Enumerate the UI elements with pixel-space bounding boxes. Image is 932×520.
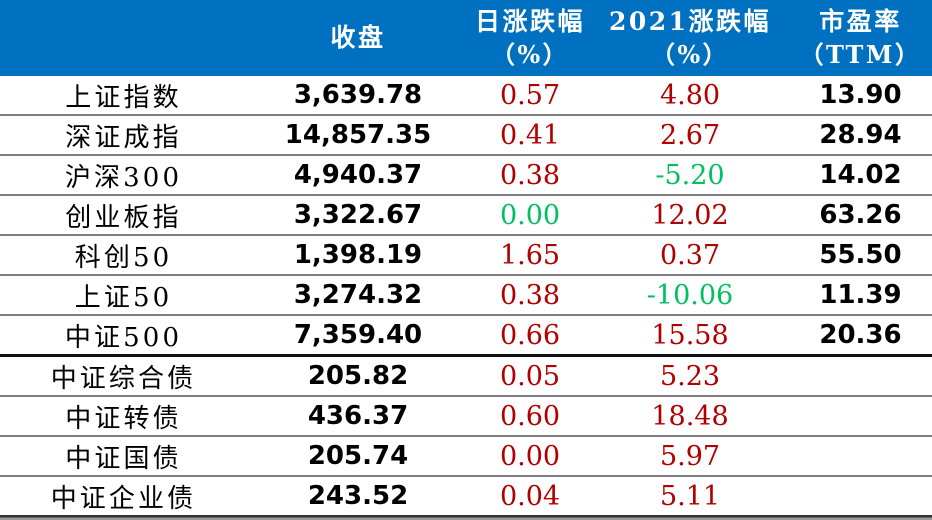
cell-daily-change: 0.05 <box>499 360 561 392</box>
cell-index-name: 中证企业债 <box>50 483 197 514</box>
cell-close-value: 4,940.37 <box>293 160 423 190</box>
table-row: 上证指数 3,639.78 0.57 4.80 13.90 <box>0 76 932 116</box>
cell-index-name: 沪深300 <box>64 162 183 193</box>
table-body: 上证指数 3,639.78 0.57 4.80 13.90 深证成指 14,85… <box>0 76 932 515</box>
table-bottom-border <box>0 515 932 520</box>
cell-close-value: 1,398.19 <box>293 240 423 270</box>
header-cell-pe: 市盈率 （TTM） <box>789 0 932 76</box>
header-daily-change-label: 日涨跌幅 <box>474 7 585 37</box>
table-row: 深证成指 14,857.35 0.41 2.67 28.94 <box>0 116 932 156</box>
cell-index-name: 创业板指 <box>65 202 182 233</box>
cell-ytd-change: 15.58 <box>651 319 729 351</box>
cell-close-value: 205.74 <box>307 441 409 471</box>
cell-daily-change: 1.65 <box>499 239 561 271</box>
cell-close-value: 3,322.67 <box>293 200 423 230</box>
cell-pe-ratio: 55.50 <box>819 240 902 270</box>
header-cell-blank <box>0 0 247 76</box>
table-row: 中证500 7,359.40 0.66 15.58 20.36 <box>0 316 932 357</box>
cell-ytd-change: 12.02 <box>651 199 729 231</box>
cell-pe-ratio: 28.94 <box>819 120 902 150</box>
cell-index-name: 中证综合债 <box>50 363 197 394</box>
cell-pe-ratio: 13.90 <box>819 80 902 110</box>
cell-daily-change: 0.38 <box>499 279 561 311</box>
cell-index-name: 深证成指 <box>65 122 182 153</box>
cell-ytd-change: -5.20 <box>655 159 725 191</box>
table-row: 创业板指 3,322.67 0.00 12.02 63.26 <box>0 196 932 236</box>
header-cell-daily-change: 日涨跌幅 （%） <box>469 0 591 76</box>
cell-index-name: 上证指数 <box>65 82 182 113</box>
cell-index-name: 科创50 <box>74 242 173 273</box>
cell-index-name: 上证50 <box>74 282 173 313</box>
cell-ytd-change: 5.11 <box>659 480 721 512</box>
table-header-row: 收盘 日涨跌幅 （%） 2021涨跌幅 （%） 市盈率 （TTM） <box>0 0 932 76</box>
cell-close-value: 205.82 <box>307 361 409 391</box>
table-row: 上证50 3,274.32 0.38 -10.06 11.39 <box>0 276 932 316</box>
cell-ytd-change: 0.37 <box>659 239 721 271</box>
table-row: 沪深300 4,940.37 0.38 -5.20 14.02 <box>0 156 932 196</box>
header-daily-change-unit: （%） <box>490 39 570 69</box>
header-pe-label: 市盈率 <box>819 7 902 37</box>
cell-close-value: 3,639.78 <box>293 80 423 110</box>
header-cell-close: 收盘 <box>247 0 469 76</box>
cell-daily-change: 0.00 <box>499 199 561 231</box>
cell-daily-change: 0.00 <box>499 440 561 472</box>
cell-index-name: 中证500 <box>64 322 183 353</box>
header-ytd-change-label: 2021涨跌幅 <box>608 7 772 37</box>
cell-ytd-change: 5.97 <box>659 440 721 472</box>
cell-close-value: 436.37 <box>307 401 409 431</box>
cell-ytd-change: 2.67 <box>659 119 721 151</box>
cell-index-name: 中证国债 <box>65 443 182 474</box>
cell-close-value: 7,359.40 <box>293 320 423 350</box>
cell-ytd-change: -10.06 <box>646 279 734 311</box>
header-ytd-change-unit: （%） <box>650 39 730 69</box>
cell-pe-ratio: 20.36 <box>819 320 902 350</box>
cell-index-name: 中证转债 <box>65 403 182 434</box>
cell-pe-ratio: 11.39 <box>819 280 902 310</box>
header-close-label: 收盘 <box>330 22 386 52</box>
cell-ytd-change: 5.23 <box>659 360 721 392</box>
cell-daily-change: 0.38 <box>499 159 561 191</box>
cell-daily-change: 0.66 <box>499 319 561 351</box>
header-cell-ytd-change: 2021涨跌幅 （%） <box>591 0 789 76</box>
cell-daily-change: 0.60 <box>499 400 561 432</box>
table-row: 中证企业债 243.52 0.04 5.11 <box>0 477 932 515</box>
table-row: 中证转债 436.37 0.60 18.48 <box>0 397 932 437</box>
cell-daily-change: 0.41 <box>499 119 561 151</box>
cell-ytd-change: 4.80 <box>659 79 721 111</box>
cell-pe-ratio: 63.26 <box>819 200 902 230</box>
table-row: 中证国债 205.74 0.00 5.97 <box>0 437 932 477</box>
cell-daily-change: 0.57 <box>499 79 561 111</box>
cell-daily-change: 0.04 <box>499 480 561 512</box>
cell-pe-ratio: 14.02 <box>819 160 902 190</box>
cell-ytd-change: 18.48 <box>651 400 729 432</box>
header-pe-unit: （TTM） <box>799 39 922 69</box>
cell-close-value: 3,274.32 <box>293 280 423 310</box>
cell-close-value: 14,857.35 <box>284 120 432 150</box>
cell-close-value: 243.52 <box>307 481 409 511</box>
table-row: 科创50 1,398.19 1.65 0.37 55.50 <box>0 236 932 276</box>
table-row: 中证综合债 205.82 0.05 5.23 <box>0 357 932 397</box>
